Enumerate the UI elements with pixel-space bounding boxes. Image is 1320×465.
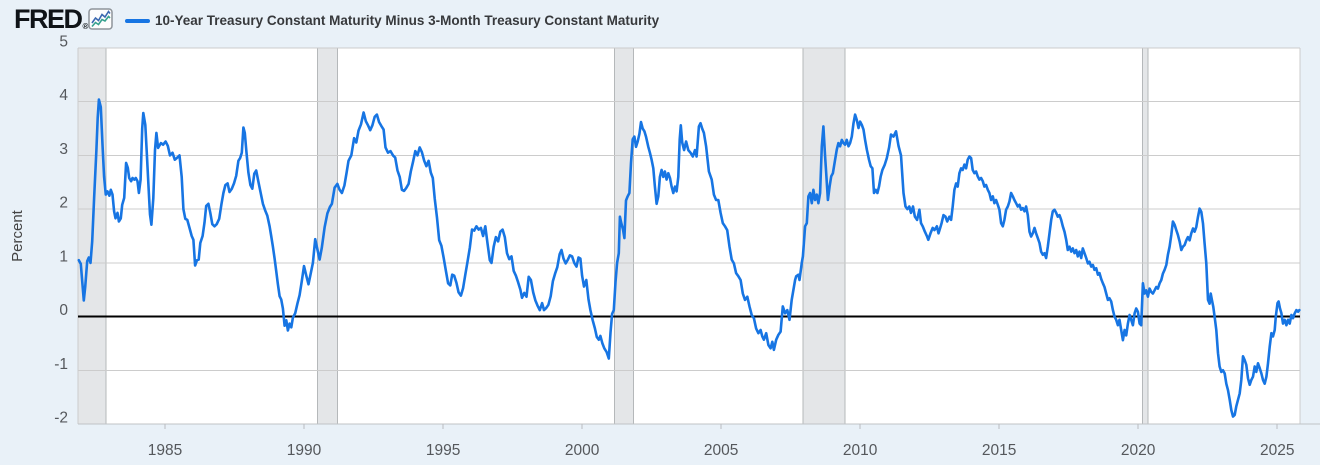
x-tick-label: 2010 bbox=[843, 442, 878, 459]
x-tick-label: 1985 bbox=[148, 442, 182, 459]
y-axis-title: Percent bbox=[9, 209, 26, 262]
icon-teal-line bbox=[91, 15, 111, 28]
x-tick-label: 2000 bbox=[565, 442, 600, 459]
fred-logo[interactable]: FRED® bbox=[14, 4, 88, 35]
recession-band bbox=[317, 48, 338, 424]
series-legend-swatch bbox=[125, 19, 150, 23]
x-tick-label: 2025 bbox=[1260, 442, 1294, 459]
recession-band bbox=[803, 48, 846, 424]
x-tick-label: 1995 bbox=[426, 442, 460, 459]
y-tick-label: -1 bbox=[54, 356, 68, 373]
registered-trademark-icon: ® bbox=[82, 22, 89, 31]
y-tick-label: -2 bbox=[54, 410, 68, 427]
x-tick-label: 2020 bbox=[1121, 442, 1156, 459]
y-tick-label: 0 bbox=[59, 302, 68, 319]
x-tick-label: 2005 bbox=[704, 442, 738, 459]
recession-band bbox=[1142, 48, 1149, 424]
x-tick-label: 2015 bbox=[982, 442, 1016, 459]
fred-logo-text: FRED bbox=[14, 4, 83, 34]
x-tick-label: 1990 bbox=[287, 442, 322, 459]
y-tick-label: 3 bbox=[59, 141, 68, 158]
fred-line-chart-icon bbox=[88, 8, 113, 30]
series-legend-label: 10-Year Treasury Constant Maturity Minus… bbox=[155, 13, 660, 28]
series-line bbox=[77, 98, 1301, 418]
chart-header: FRED® 10-Year Treasury Constant Maturity… bbox=[0, 0, 1320, 42]
y-tick-label: 5 bbox=[59, 34, 68, 51]
y-tick-label: 1 bbox=[59, 248, 68, 265]
y-tick-label: 2 bbox=[59, 195, 68, 212]
plot-background bbox=[78, 48, 1300, 424]
icon-blue-line bbox=[91, 10, 111, 24]
y-tick-label: 4 bbox=[59, 87, 68, 104]
